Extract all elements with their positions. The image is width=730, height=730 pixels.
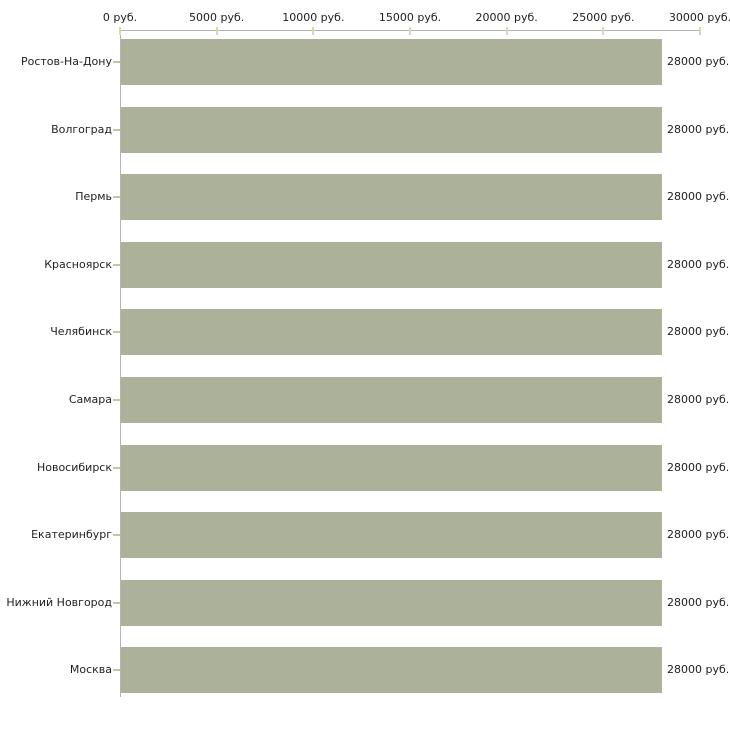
x-axis-tick bbox=[602, 27, 605, 35]
category-tick bbox=[113, 61, 120, 63]
x-axis-tick-label: 10000 руб. bbox=[282, 11, 345, 24]
bar bbox=[121, 107, 662, 153]
x-axis-tick bbox=[699, 27, 701, 35]
value-label: 28000 руб. bbox=[667, 55, 730, 68]
category-label: Самара bbox=[68, 393, 112, 406]
value-label: 28000 руб. bbox=[667, 325, 730, 338]
x-axis-tick bbox=[312, 27, 315, 35]
category-tick bbox=[113, 196, 120, 198]
category-tick bbox=[113, 669, 120, 671]
category-tick bbox=[113, 467, 120, 469]
value-label: 28000 руб. bbox=[667, 393, 730, 406]
category-label: Ростов-На-Дону bbox=[20, 55, 112, 68]
x-axis-tick-label: 5000 руб. bbox=[189, 11, 245, 24]
bar bbox=[121, 39, 662, 85]
bar bbox=[121, 309, 662, 355]
y-axis-line bbox=[120, 30, 121, 697]
x-axis-tick-label: 30000 руб. bbox=[668, 11, 730, 24]
category-label: Новосибирск bbox=[36, 461, 112, 474]
bar bbox=[121, 174, 662, 220]
bar bbox=[121, 242, 662, 288]
x-axis-tick-label: 0 руб. bbox=[102, 11, 138, 24]
x-axis-tick bbox=[505, 27, 508, 35]
category-label: Челябинск bbox=[50, 325, 112, 338]
value-label: 28000 руб. bbox=[667, 123, 730, 136]
x-axis-tick bbox=[215, 27, 218, 35]
category-label: Красноярск bbox=[44, 258, 112, 271]
x-axis-tick bbox=[119, 27, 121, 35]
bar bbox=[121, 647, 662, 693]
category-tick bbox=[113, 331, 120, 333]
bar bbox=[121, 512, 662, 558]
category-tick bbox=[113, 264, 120, 266]
x-axis-tick-label: 20000 руб. bbox=[475, 11, 538, 24]
category-label: Екатеринбург bbox=[31, 528, 112, 541]
value-label: 28000 руб. bbox=[667, 663, 730, 676]
x-axis-tick-label: 15000 руб. bbox=[378, 11, 442, 24]
bar bbox=[121, 580, 662, 626]
category-label: Нижний Новгород bbox=[6, 596, 112, 609]
value-label: 28000 руб. bbox=[667, 461, 730, 474]
category-tick bbox=[113, 129, 120, 131]
x-axis-tick bbox=[409, 27, 411, 35]
bar bbox=[121, 377, 662, 423]
value-label: 28000 руб. bbox=[667, 596, 730, 609]
category-tick bbox=[113, 534, 120, 536]
category-tick bbox=[113, 399, 120, 401]
category-label: Москва bbox=[69, 663, 112, 676]
value-label: 28000 руб. bbox=[667, 528, 730, 541]
bar bbox=[121, 445, 662, 491]
category-label: Пермь bbox=[75, 190, 112, 203]
value-label: 28000 руб. bbox=[667, 258, 730, 271]
category-label: Волгоград bbox=[51, 123, 112, 136]
category-tick bbox=[113, 602, 120, 604]
value-label: 28000 руб. bbox=[667, 190, 730, 203]
x-axis-tick-label: 25000 руб. bbox=[572, 11, 635, 24]
